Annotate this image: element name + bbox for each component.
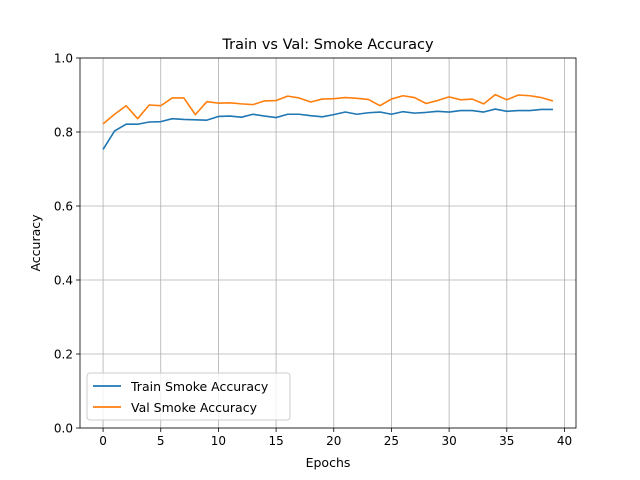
series-line-train-smoke-accuracy [102, 108, 553, 150]
series-line-val-smoke-accuracy [102, 93, 554, 125]
x-tick-label: 20 [326, 434, 341, 448]
x-tick-label: 25 [384, 434, 399, 448]
x-axis-label: Epochs [306, 455, 351, 470]
x-tick-label: 0 [99, 434, 107, 448]
x-tick-label: 30 [441, 434, 456, 448]
series-lines [102, 93, 554, 150]
y-tick-label: 0.2 [54, 348, 73, 362]
x-ticks: 0 5 10 15 20 25 30 35 40 [99, 428, 572, 448]
x-tick-label: 15 [268, 434, 283, 448]
y-tick-label: 1.0 [54, 52, 73, 66]
plot-frame [79, 57, 577, 429]
x-tick-label: 10 [211, 434, 226, 448]
chart-title: Train vs Val: Smoke Accuracy [221, 37, 434, 53]
x-tick-label: 40 [557, 434, 572, 448]
y-ticks: 0.0 0.2 0.4 0.6 0.8 1.0 [54, 52, 80, 436]
x-tick-label: 5 [157, 434, 165, 448]
legend-box [86, 372, 291, 421]
y-tick-label: 0.0 [54, 422, 73, 436]
y-axis-label: Accuracy [28, 214, 43, 272]
y-tick-label: 0.4 [54, 274, 73, 288]
x-tick-label: 35 [499, 434, 514, 448]
legend-label-train: Train Smoke Accuracy [130, 379, 269, 394]
y-tick-label: 0.8 [54, 126, 73, 140]
legend: Train Smoke Accuracy Val Smoke Accuracy [86, 372, 291, 421]
legend-label-val: Val Smoke Accuracy [131, 400, 258, 415]
y-tick-label: 0.6 [54, 200, 73, 214]
grid [80, 57, 576, 429]
